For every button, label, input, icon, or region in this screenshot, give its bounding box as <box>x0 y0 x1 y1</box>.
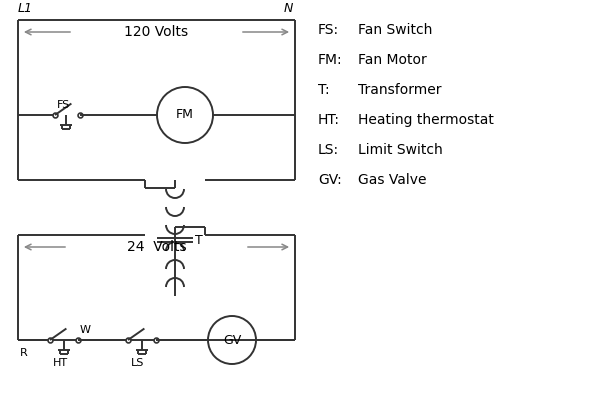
Text: N: N <box>284 2 293 15</box>
Text: Fan Motor: Fan Motor <box>358 53 427 67</box>
Text: T:: T: <box>318 83 330 97</box>
Text: FM: FM <box>176 108 194 122</box>
Text: GV: GV <box>223 334 241 346</box>
Text: T: T <box>195 234 203 246</box>
Text: Heating thermostat: Heating thermostat <box>358 113 494 127</box>
Text: Transformer: Transformer <box>358 83 441 97</box>
Text: LS:: LS: <box>318 143 339 157</box>
Text: R: R <box>20 348 28 358</box>
Text: Limit Switch: Limit Switch <box>358 143 442 157</box>
Text: LS: LS <box>132 358 145 368</box>
Text: 120 Volts: 120 Volts <box>124 25 189 39</box>
Text: GV:: GV: <box>318 173 342 187</box>
Text: Fan Switch: Fan Switch <box>358 23 432 37</box>
Text: HT:: HT: <box>318 113 340 127</box>
Text: Gas Valve: Gas Valve <box>358 173 427 187</box>
Text: 24  Volts: 24 Volts <box>127 240 186 254</box>
Text: W: W <box>80 325 91 335</box>
Text: FM:: FM: <box>318 53 343 67</box>
Text: L1: L1 <box>18 2 33 15</box>
Text: HT: HT <box>53 358 68 368</box>
Text: FS: FS <box>57 100 70 110</box>
Text: FS:: FS: <box>318 23 339 37</box>
